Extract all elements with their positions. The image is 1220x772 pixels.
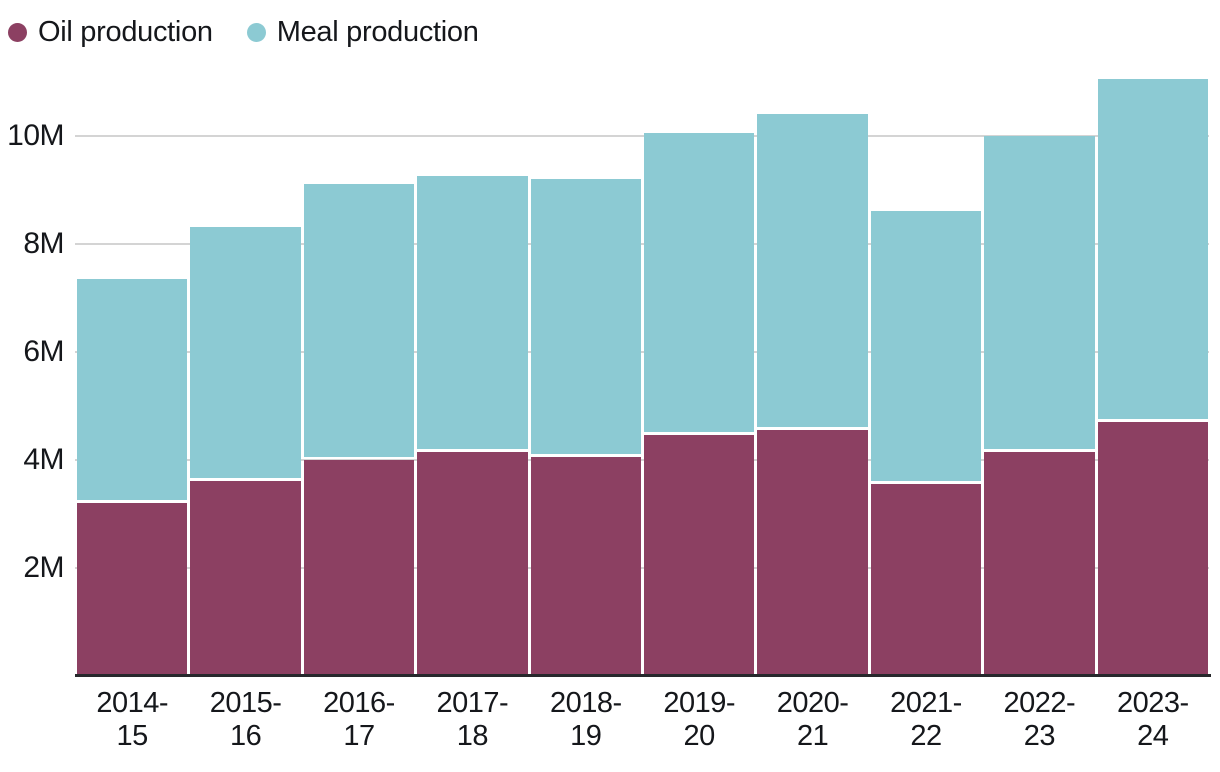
x-axis-tick-line: 15	[116, 720, 149, 752]
y-axis-tick-label: 6M	[23, 334, 64, 368]
bar-segment-oil-2020-21	[757, 430, 868, 676]
y-axis-tick-label: 4M	[23, 442, 64, 476]
gridline	[75, 242, 1209, 245]
bar-segment-meal-2023-24	[1097, 78, 1208, 419]
gridline	[75, 134, 1209, 137]
x-axis-tick-label: 2021- 22	[856, 687, 996, 753]
x-axis-tick-label: 2017- 18	[402, 687, 542, 753]
bar-segment-oil-2015-16	[190, 481, 301, 676]
bar-segment-meal-2020-21	[757, 113, 868, 428]
x-axis-tick-line: 24	[1137, 720, 1169, 752]
x-axis-tick-line: 22	[910, 720, 942, 752]
x-axis-tick-line: 21	[796, 720, 829, 752]
legend-label: Oil production	[38, 16, 213, 48]
meal-production-dot-icon	[246, 23, 266, 43]
legend-item-meal-production: Meal production	[246, 16, 479, 49]
bar-segment-oil-2021-22	[870, 484, 982, 676]
x-axis-tick-label: 2018- 19	[516, 687, 656, 753]
x-axis-tick-line: 18	[456, 720, 489, 752]
bar-segment-oil-2016-17	[303, 459, 415, 676]
x-axis-tick-line: 2015-	[209, 687, 282, 719]
x-axis-tick-label: 2020- 21	[743, 687, 883, 753]
x-axis-tick-line: 23	[1023, 720, 1056, 752]
y-axis-tick-label: 10M	[7, 118, 64, 152]
x-axis-tick-line: 2020-	[776, 687, 849, 719]
bar-segment-oil-2014-15	[77, 503, 188, 676]
bar-segment-meal-2014-15	[77, 278, 188, 501]
bar-segment-meal-2017-18	[417, 176, 528, 449]
x-axis-tick-line: 2017-	[436, 687, 509, 719]
oil-production-dot-icon	[8, 23, 27, 43]
x-axis-line	[75, 674, 1211, 677]
x-axis-tick-label: 2014- 15	[62, 687, 202, 753]
x-axis-tick-line: 2018-	[549, 687, 622, 719]
legend-label: Meal production	[276, 16, 479, 48]
bar-segment-oil-2018-19	[530, 457, 641, 676]
bar-segment-oil-2023-24	[1097, 421, 1208, 676]
bar-segment-meal-2021-22	[870, 211, 982, 482]
legend-item-oil-production: Oil production	[8, 16, 213, 49]
bar-segment-oil-2017-18	[417, 451, 528, 676]
x-axis-tick-label: 2022- 23	[969, 687, 1109, 753]
x-axis-tick-line: 17	[343, 720, 375, 752]
x-axis-tick-label: 2016- 17	[289, 687, 429, 753]
y-axis-tick-label: 2M	[23, 550, 64, 584]
y-axis-tick-label: 8M	[23, 226, 64, 260]
x-axis-tick-line: 2016-	[323, 687, 395, 719]
bar-segment-oil-2019-20	[644, 435, 755, 676]
bar-segment-meal-2022-23	[984, 135, 1095, 449]
bar-segment-oil-2022-23	[984, 451, 1095, 676]
bar-segment-meal-2019-20	[644, 132, 755, 433]
x-axis-tick-line: 2021-	[890, 687, 962, 719]
x-axis-tick-label: 2019- 20	[629, 687, 769, 753]
x-axis-tick-label: 2015- 16	[176, 687, 316, 753]
x-axis-tick-line: 20	[683, 720, 716, 752]
gridline	[75, 566, 1209, 569]
x-axis-tick-line: 2019-	[663, 687, 736, 719]
x-axis-tick-line: 19	[570, 720, 602, 752]
x-axis-tick-line: 2023-	[1116, 687, 1189, 719]
bar-segment-meal-2018-19	[530, 178, 641, 455]
x-axis-tick-line: 2022-	[1003, 687, 1076, 719]
legend: Oil production Meal production	[8, 16, 479, 49]
x-axis-tick-line: 16	[229, 720, 262, 752]
x-axis-tick-line: 2014-	[96, 687, 169, 719]
bar-segment-meal-2016-17	[303, 184, 415, 457]
x-axis-tick-label: 2023- 24	[1083, 687, 1220, 753]
bar-segment-meal-2015-16	[190, 227, 301, 479]
gridline	[75, 350, 1209, 353]
gridline	[75, 458, 1209, 461]
